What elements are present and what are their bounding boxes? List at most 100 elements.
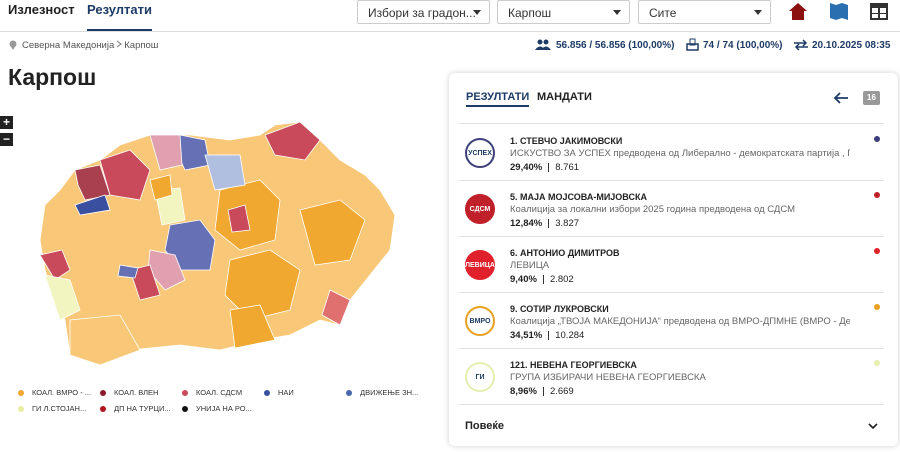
candidate-row[interactable]: ЛЕВИЦА 6. АНТОНИО ДИМИТРОВ ЛЕВИЦА 9,40% 2.80… [459,237,884,293]
color-dot [874,136,880,142]
legend-swatch [100,405,106,412]
party-name: Коалиција за локални избори 2025 година … [510,204,796,215]
party-logo: ГИ [465,362,495,392]
legend-label: КОАЛ. ВМРО - ... [32,388,92,397]
page-title: Карпош [8,64,97,90]
logo-text: ВМРО [469,317,491,325]
percent: 29,40% [510,162,543,173]
candidate-name: 6. АНТОНИО ДИМИТРОВ [510,248,620,258]
candidate-row[interactable]: ВМРО 9. СОТИР ЛУКРОВСКИ Коалиција „ТВОЈА М… [459,293,884,349]
results-panel: РЕЗУЛТАТИ МАНДАТИ 16 УСПЕХ 1. СТЕВЧО ЈАКИ… [449,73,898,446]
candidate-row[interactable]: УСПЕХ 1. СТЕВЧО ЈАКИМОВСКИ ИСКУСТВО ЗА УСП… [459,125,884,181]
legend-swatch [18,405,24,412]
percent: 8,96% [510,386,537,397]
party-name: ИСКУСТВО ЗА УСПЕХ предводена од Либералн… [510,148,850,159]
legend: КОАЛ. ВМРО - ... КОАЛ. ВЛЕН КОАЛ. СДСМ НАИ Д… [18,388,438,424]
separator [542,274,544,284]
candidate-name: 9. СОТИР ЛУКРОВСКИ [510,304,609,314]
tab-active[interactable]: Резултати [87,2,152,32]
party-name: Коалиција „ТВОЈА МАКЕДОНИЈА“ предводена … [510,316,850,327]
zoom-out[interactable]: − [0,133,13,146]
sync-icon [794,39,808,51]
back-arrow[interactable] [833,91,849,105]
chevron [116,40,123,48]
divider [0,31,900,32]
legend-label: ДВИЖЕЊЕ ЗН... [360,388,419,397]
dropdown[interactable]: Сите [638,0,771,24]
panel-tab-active[interactable]: РЕЗУЛТАТИ [466,91,530,107]
party-logo: ЛЕВИЦА [465,250,495,280]
legend-swatch [18,389,24,396]
color-dot [874,192,880,198]
percent: 9,40% [510,274,537,285]
voters-icon [535,39,551,50]
legend-swatch [100,389,106,396]
legend-label: ГИ Л.СТОЈАН... [32,404,87,413]
legend-label: КОАЛ. ВЛЕН [114,388,159,397]
expand-chevron[interactable] [867,421,879,431]
separator [548,330,550,340]
candidate-row[interactable]: ГИ 121. НЕВЕНА ГЕОРГИЕВСКА ГРУПА ИЗБИРАЧИ … [459,349,884,405]
logo-text: СДСМ [469,205,491,213]
ballot-icon [686,38,699,51]
result: 9,40% 2.802 [510,274,574,285]
votes: 2.802 [549,274,574,285]
dropdown[interactable]: Карпош [497,0,630,24]
legend-item: КОАЛ. СДСМ [182,388,242,397]
candidate-name: 1. СТЕВЧО ЈАКИМОВСКИ [510,136,623,146]
votes: 8.761 [555,162,580,173]
crumb: Карпош [124,40,159,51]
legend-swatch [346,389,352,396]
legend-label: НАИ [278,388,294,397]
result: 8,96% 2.669 [510,386,574,397]
logo-text: ГИ [475,373,485,381]
logo-text: УСПЕХ [468,149,492,157]
candidate-row[interactable]: СДСМ 5. МАЈА МОЈСОВА-МИЈОВСКА Коалиција за… [459,181,884,237]
legend-item: НАИ [264,388,294,397]
party-name: ЛЕВИЦА [510,260,550,271]
votes: 10.284 [555,330,585,341]
legend-item: КОАЛ. ВЛЕН [100,388,158,397]
panel-tab[interactable]: МАНДАТИ [537,91,592,103]
result: 12,84% 3.827 [510,218,579,229]
separator [548,162,550,172]
separator [548,218,550,228]
color-dot [874,304,880,310]
logo-text: ЛЕВИЦА [465,261,495,269]
nav-icons[interactable] [786,0,896,22]
badge[interactable]: 16 [863,91,880,105]
legend-item: КОАЛ. ВМРО - ... [18,388,91,397]
legend-item: ДВИЖЕЊЕ ЗН... [346,388,418,397]
updated-stat: 20.10.2025 08:35 [812,40,891,51]
party-name: ГРУПА ИЗБИРАЧИ НЕВЕНА ГЕОРГИЕВСКА [510,372,706,383]
map[interactable] [0,110,420,375]
legend-item: УНИЈА НА РО... [182,404,252,413]
result: 34,51% 10.284 [510,330,584,341]
percent: 34,51% [510,330,543,341]
stations-stat: 74 / 74 (100,00%) [703,40,783,51]
legend-swatch [182,389,188,396]
pin-icon [9,40,17,50]
zoom-in[interactable]: + [0,116,13,129]
color-dot [874,248,880,254]
separator [542,386,544,396]
party-logo: УСПЕХ [465,138,495,168]
color-dot [874,360,880,366]
breadcrumb: Северна Македонија Карпош [22,40,158,51]
votes: 2.669 [549,386,574,397]
party-logo: СДСМ [465,194,495,224]
result: 29,40% 8.761 [510,162,579,173]
crumb[interactable]: Северна Македонија [22,40,115,51]
candidate-name: 121. НЕВЕНА ГЕОРГИЕВСКА [510,360,637,370]
percent: 12,84% [510,218,543,229]
candidate-name: 5. МАЈА МОЈСОВА-МИЈОВСКА [510,192,647,202]
legend-item: ДП НА ТУРЦИ... [100,404,171,413]
legend-item: ГИ Л.СТОЈАН... [18,404,86,413]
divider [459,123,884,124]
tab[interactable]: Излезност [8,2,75,17]
legend-label: КОАЛ. СДСМ [196,388,243,397]
more-button[interactable]: Повеќе [465,420,504,432]
dropdown[interactable]: Избори за градон... [357,0,490,24]
party-logo: ВМРО [465,306,495,336]
